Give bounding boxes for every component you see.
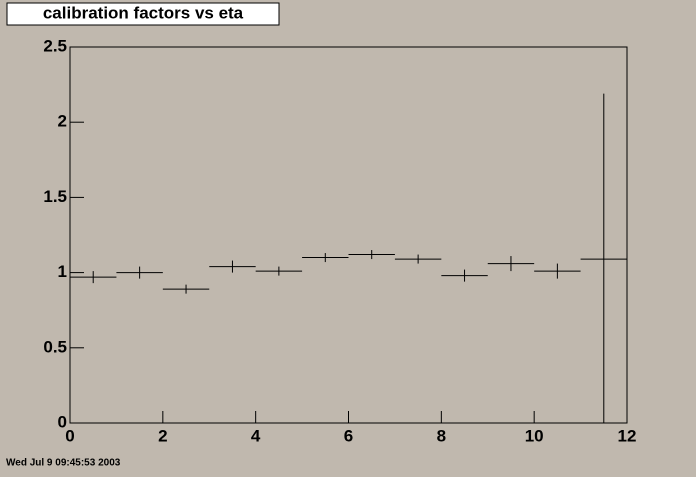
x-tick-label: 12 <box>618 426 637 445</box>
x-tick-label: 0 <box>65 426 74 445</box>
chart-title: calibration factors vs eta <box>43 3 244 22</box>
x-tick-label: 2 <box>158 426 167 445</box>
y-tick-label: 2.5 <box>43 36 67 55</box>
x-tick-label: 10 <box>525 426 544 445</box>
y-tick-label: 0 <box>58 412 67 431</box>
y-tick-label: 0.5 <box>43 337 67 356</box>
timestamp: Wed Jul 9 09:45:53 2003 <box>6 458 121 469</box>
x-tick-label: 4 <box>251 426 261 445</box>
title-box <box>6 2 280 26</box>
y-tick-label: 1.5 <box>43 187 67 206</box>
x-tick-label: 6 <box>344 426 353 445</box>
x-tick-label: 8 <box>437 426 446 445</box>
y-tick-label: 2 <box>58 112 67 131</box>
y-tick-label: 1 <box>58 262 67 281</box>
plot-frame <box>69 46 628 424</box>
